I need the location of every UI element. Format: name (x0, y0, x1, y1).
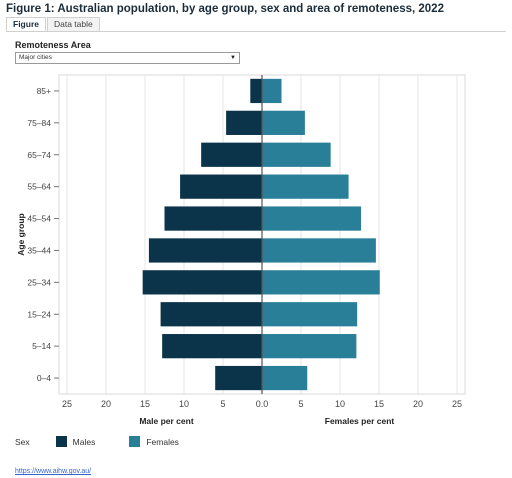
y-tick-label: 55–64 (27, 182, 51, 192)
bar-females-0–4 (262, 365, 308, 391)
x-tick-label-right: 5 (298, 399, 303, 409)
bar-females-15–24 (262, 302, 358, 327)
y-axis-label: Age group (16, 213, 26, 256)
chevron-down-icon: ▼ (230, 55, 236, 61)
legend-label-males: Males (72, 436, 96, 447)
remoteness-filter-label: Remoteness Area (15, 40, 91, 50)
tab-figure[interactable]: Figure (6, 17, 46, 31)
y-tick-label: 65–74 (27, 150, 51, 160)
x-tick-label-right: 20 (413, 399, 423, 409)
bar-females-35–44 (262, 238, 376, 263)
x-tick-label-right: 15 (374, 399, 384, 409)
x-axis-label-female: Females per cent (325, 416, 395, 426)
bar-males-25–34 (142, 270, 262, 295)
y-tick-label: 5–14 (32, 341, 51, 351)
x-tick-label-right: 25 (452, 399, 462, 409)
legend-title: Sex (15, 436, 30, 447)
y-tick-label: 15–24 (27, 309, 51, 319)
x-tick-label-left: 5 (220, 399, 225, 409)
x-tick-label-left: 20 (101, 399, 111, 409)
bar-males-5–14 (162, 334, 262, 359)
bar-males-65–74 (201, 142, 262, 167)
y-tick-label: 25–34 (27, 277, 51, 287)
y-tick-label: 45–54 (27, 214, 51, 224)
bar-females-85+ (262, 78, 282, 104)
x-tick-label-left: 15 (140, 399, 150, 409)
figure-title: Figure 1: Australian population, by age … (6, 3, 444, 15)
legend-label-females: Females (146, 436, 179, 447)
legend-swatch-females (129, 436, 141, 447)
bar-males-55–64 (180, 174, 262, 199)
legend: Sex Males Females (15, 436, 179, 447)
bar-females-75–84 (262, 110, 305, 135)
bar-males-85+ (250, 78, 262, 104)
bar-females-65–74 (262, 142, 331, 167)
y-tick-label: 75–84 (27, 118, 51, 128)
tab-data-table[interactable]: Data table (46, 17, 100, 31)
aihw-link[interactable]: https://www.aihw.gov.au/ (15, 468, 92, 475)
x-tick-label-right: 10 (335, 399, 345, 409)
bar-males-15–24 (160, 302, 262, 327)
y-tick-label: 0–4 (37, 373, 51, 383)
bar-females-5–14 (262, 334, 357, 359)
bar-males-45–54 (164, 206, 262, 231)
remoteness-select-value: Major cities (19, 54, 52, 61)
tab-bar: Figure Data table (6, 17, 101, 31)
y-tick-label: 35–44 (27, 245, 51, 255)
tab-divider (6, 31, 506, 32)
bar-males-75–84 (226, 110, 262, 135)
x-axis-label-male: Male per cent (139, 416, 193, 426)
x-tick-label-left: 25 (62, 399, 72, 409)
x-tick-label-left: 10 (179, 399, 189, 409)
remoteness-select[interactable]: Major cities ▼ (15, 52, 240, 64)
legend-swatch-males (55, 436, 67, 447)
bar-females-25–34 (262, 270, 380, 295)
bar-males-35–44 (148, 238, 262, 263)
bar-females-45–54 (262, 206, 362, 231)
x-tick-label-zero: 0.0 (256, 399, 269, 409)
y-tick-label: 85+ (37, 86, 51, 96)
bar-males-0–4 (215, 365, 262, 391)
bar-females-55–64 (262, 174, 349, 199)
